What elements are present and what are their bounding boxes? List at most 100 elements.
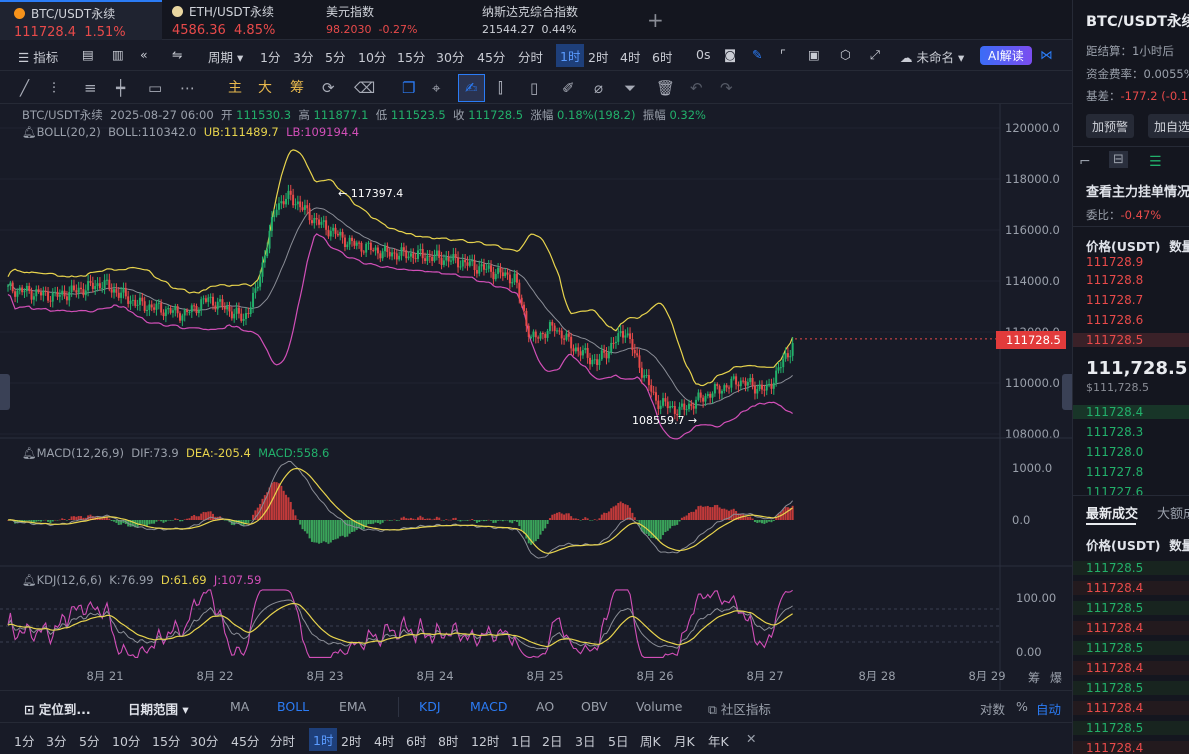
orderbook-buy-icon[interactable]: ⊟ (1109, 151, 1128, 168)
trade-row[interactable]: 111728.4 (1073, 581, 1189, 595)
trash-icon[interactable]: 🗑︎ (656, 79, 676, 97)
share-icon[interactable]: ⋈ (1040, 47, 1053, 62)
copy-icon[interactable]: ❐ (402, 79, 416, 97)
trade-row[interactable]: 111728.5 (1073, 681, 1189, 695)
interval-bottom-button[interactable]: 3日 (575, 734, 596, 749)
trendline-icon[interactable]: ╱ (20, 79, 30, 97)
interval-button[interactable]: 1分 (260, 50, 281, 65)
more-icon[interactable]: ⋯ (180, 79, 195, 97)
main-force-button[interactable]: 主 (228, 80, 242, 96)
interval-bottom-button[interactable]: 5分 (79, 734, 100, 749)
close-icon[interactable]: ✕ (746, 731, 757, 746)
percent-scale-toggle[interactable]: % (1016, 699, 1028, 714)
collapse-left-handle[interactable] (0, 374, 10, 410)
indicator-kdj[interactable]: KDJ (419, 699, 441, 714)
locate-button[interactable]: ⊡ 定位到... (24, 702, 91, 717)
fullscreen-corner-icon[interactable]: ⌜ (780, 47, 786, 62)
chart-canvas[interactable]: 120000.0118000.0116000.0114000.0112000.0… (0, 104, 1072, 690)
ruler-icon[interactable]: ⌖ (432, 79, 441, 97)
interval-bottom-button[interactable]: 10分 (112, 734, 141, 749)
trade-row[interactable]: 111728.5 (1073, 641, 1189, 655)
orderbook-both-icon[interactable]: ⌐ (1079, 154, 1091, 170)
interval-button[interactable]: 3分 (293, 50, 314, 65)
tab-nasdaq[interactable]: 纳斯达克综合指数 21544.27 0.44% (482, 0, 632, 40)
split-icon[interactable]: ⫿ (498, 79, 503, 97)
interval-button[interactable]: 0s (696, 47, 711, 62)
magnet-icon[interactable]: ⌀ (594, 79, 604, 97)
trade-row[interactable]: 111728.4 (1073, 621, 1189, 635)
bid-row[interactable]: 111728.3 (1086, 425, 1144, 439)
interval-bottom-button[interactable]: 12时 (471, 734, 500, 749)
interval-bottom-button[interactable]: 1时 (309, 728, 338, 751)
rewind-icon[interactable]: « (140, 47, 148, 62)
axis-chips-button[interactable]: 筹 (1028, 671, 1041, 685)
filter-icon[interactable]: ⏷ (624, 79, 637, 97)
redo-icon[interactable]: ↷ (720, 79, 733, 97)
log-scale-toggle[interactable]: 对数 (980, 702, 1006, 717)
interval-bottom-button[interactable]: 3分 (46, 734, 67, 749)
eraser-icon[interactable]: ⌫ (354, 79, 376, 97)
interval-bottom-button[interactable]: 4时 (374, 734, 395, 749)
undo-icon[interactable]: ↶ (690, 79, 703, 97)
interval-button[interactable]: 30分 (436, 50, 465, 65)
interval-bottom-button[interactable]: 30分 (190, 734, 219, 749)
ai-button[interactable]: AI解读 (980, 46, 1032, 65)
trade-row[interactable]: 111728.5 (1073, 561, 1189, 575)
add-favorite-button[interactable]: 加自选 (1148, 114, 1189, 138)
interval-button[interactable]: 分时 (518, 50, 544, 65)
interval-bottom-button[interactable]: 15分 (152, 734, 181, 749)
compare-icon[interactable]: ⇋ (172, 47, 183, 62)
trade-row[interactable]: 111728.4 (1073, 701, 1189, 715)
interval-bottom-button[interactable]: 1分 (14, 734, 35, 749)
note-icon[interactable]: ✐ (562, 79, 575, 97)
indicator-ao[interactable]: AO (536, 699, 555, 714)
draw-mode-icon[interactable]: ✍ (458, 74, 485, 102)
rectangle-icon[interactable]: ▭ (148, 79, 163, 97)
orderbook-sell-icon[interactable]: ☰ (1149, 154, 1162, 170)
tab-btc[interactable]: BTC/USDT永续 111728.4 1.51% (0, 0, 162, 40)
large-trades-tab[interactable]: 大额成 (1157, 507, 1189, 522)
period-dropdown[interactable]: 周期 ▾ (208, 50, 244, 65)
ask-row[interactable]: 111728.6 (1086, 313, 1144, 327)
bell-icon[interactable]: 🔔︎ (22, 446, 37, 460)
interval-button[interactable]: 2时 (588, 50, 609, 65)
date-range-dropdown[interactable]: 日期范围 ▾ (128, 702, 189, 717)
add-alert-button[interactable]: 加预警 (1086, 114, 1135, 138)
interval-bottom-button[interactable]: 月K (674, 734, 695, 749)
large-order-button[interactable]: 大 (258, 80, 272, 96)
auto-scale-toggle[interactable]: 自动 (1036, 702, 1062, 717)
interval-bottom-button[interactable]: 分时 (270, 734, 296, 749)
interval-button[interactable]: 15分 (397, 50, 426, 65)
interval-button[interactable]: 1时 (556, 44, 585, 67)
indicator-ema[interactable]: EMA (339, 699, 367, 714)
trades-tab[interactable]: 最新成交 (1086, 507, 1139, 522)
interval-bottom-button[interactable]: 8时 (438, 734, 459, 749)
interval-button[interactable]: 6时 (652, 50, 673, 65)
bell-icon[interactable]: 🔔︎ (22, 573, 37, 587)
indicator-ma[interactable]: MA (230, 699, 250, 714)
indicator-macd[interactable]: MACD (470, 699, 508, 714)
camera-icon[interactable]: ◙ (724, 47, 737, 62)
bid-row[interactable]: 111728.0 (1086, 445, 1144, 459)
interval-bottom-button[interactable]: 2时 (341, 734, 362, 749)
trade-row[interactable]: 111728.4 (1073, 661, 1189, 675)
indicator-boll[interactable]: BOLL (277, 699, 310, 714)
collapse-right-handle[interactable] (1062, 374, 1072, 410)
trade-row[interactable]: 111728.5 (1073, 601, 1189, 615)
interval-bottom-button[interactable]: 2日 (542, 734, 563, 749)
interval-bottom-button[interactable]: 周K (640, 734, 661, 749)
sync-icon[interactable]: ⟳ (322, 79, 335, 97)
expand-icon[interactable]: ⤢ (870, 47, 881, 62)
trade-row[interactable]: 111728.5 (1073, 721, 1189, 735)
community-indicators-button[interactable]: ⧉ 社区指标 (708, 702, 771, 717)
lock-icon[interactable]: ▯ (530, 79, 539, 97)
interval-bottom-button[interactable]: 6时 (406, 734, 427, 749)
layout-name-dropdown[interactable]: ☁ 未命名 ▾ (900, 50, 965, 65)
ask-row[interactable]: 111728.7 (1086, 293, 1144, 307)
horizontal-line-icon[interactable]: ┿ (116, 79, 126, 97)
bid-row[interactable]: 111727.8 (1086, 465, 1144, 479)
orderbook-title[interactable]: 查看主力挂单情况 (1086, 185, 1189, 200)
ask-row[interactable]: 111728.8 (1086, 273, 1144, 287)
add-tab-icon[interactable]: + (647, 8, 664, 32)
interval-bottom-button[interactable]: 45分 (231, 734, 260, 749)
